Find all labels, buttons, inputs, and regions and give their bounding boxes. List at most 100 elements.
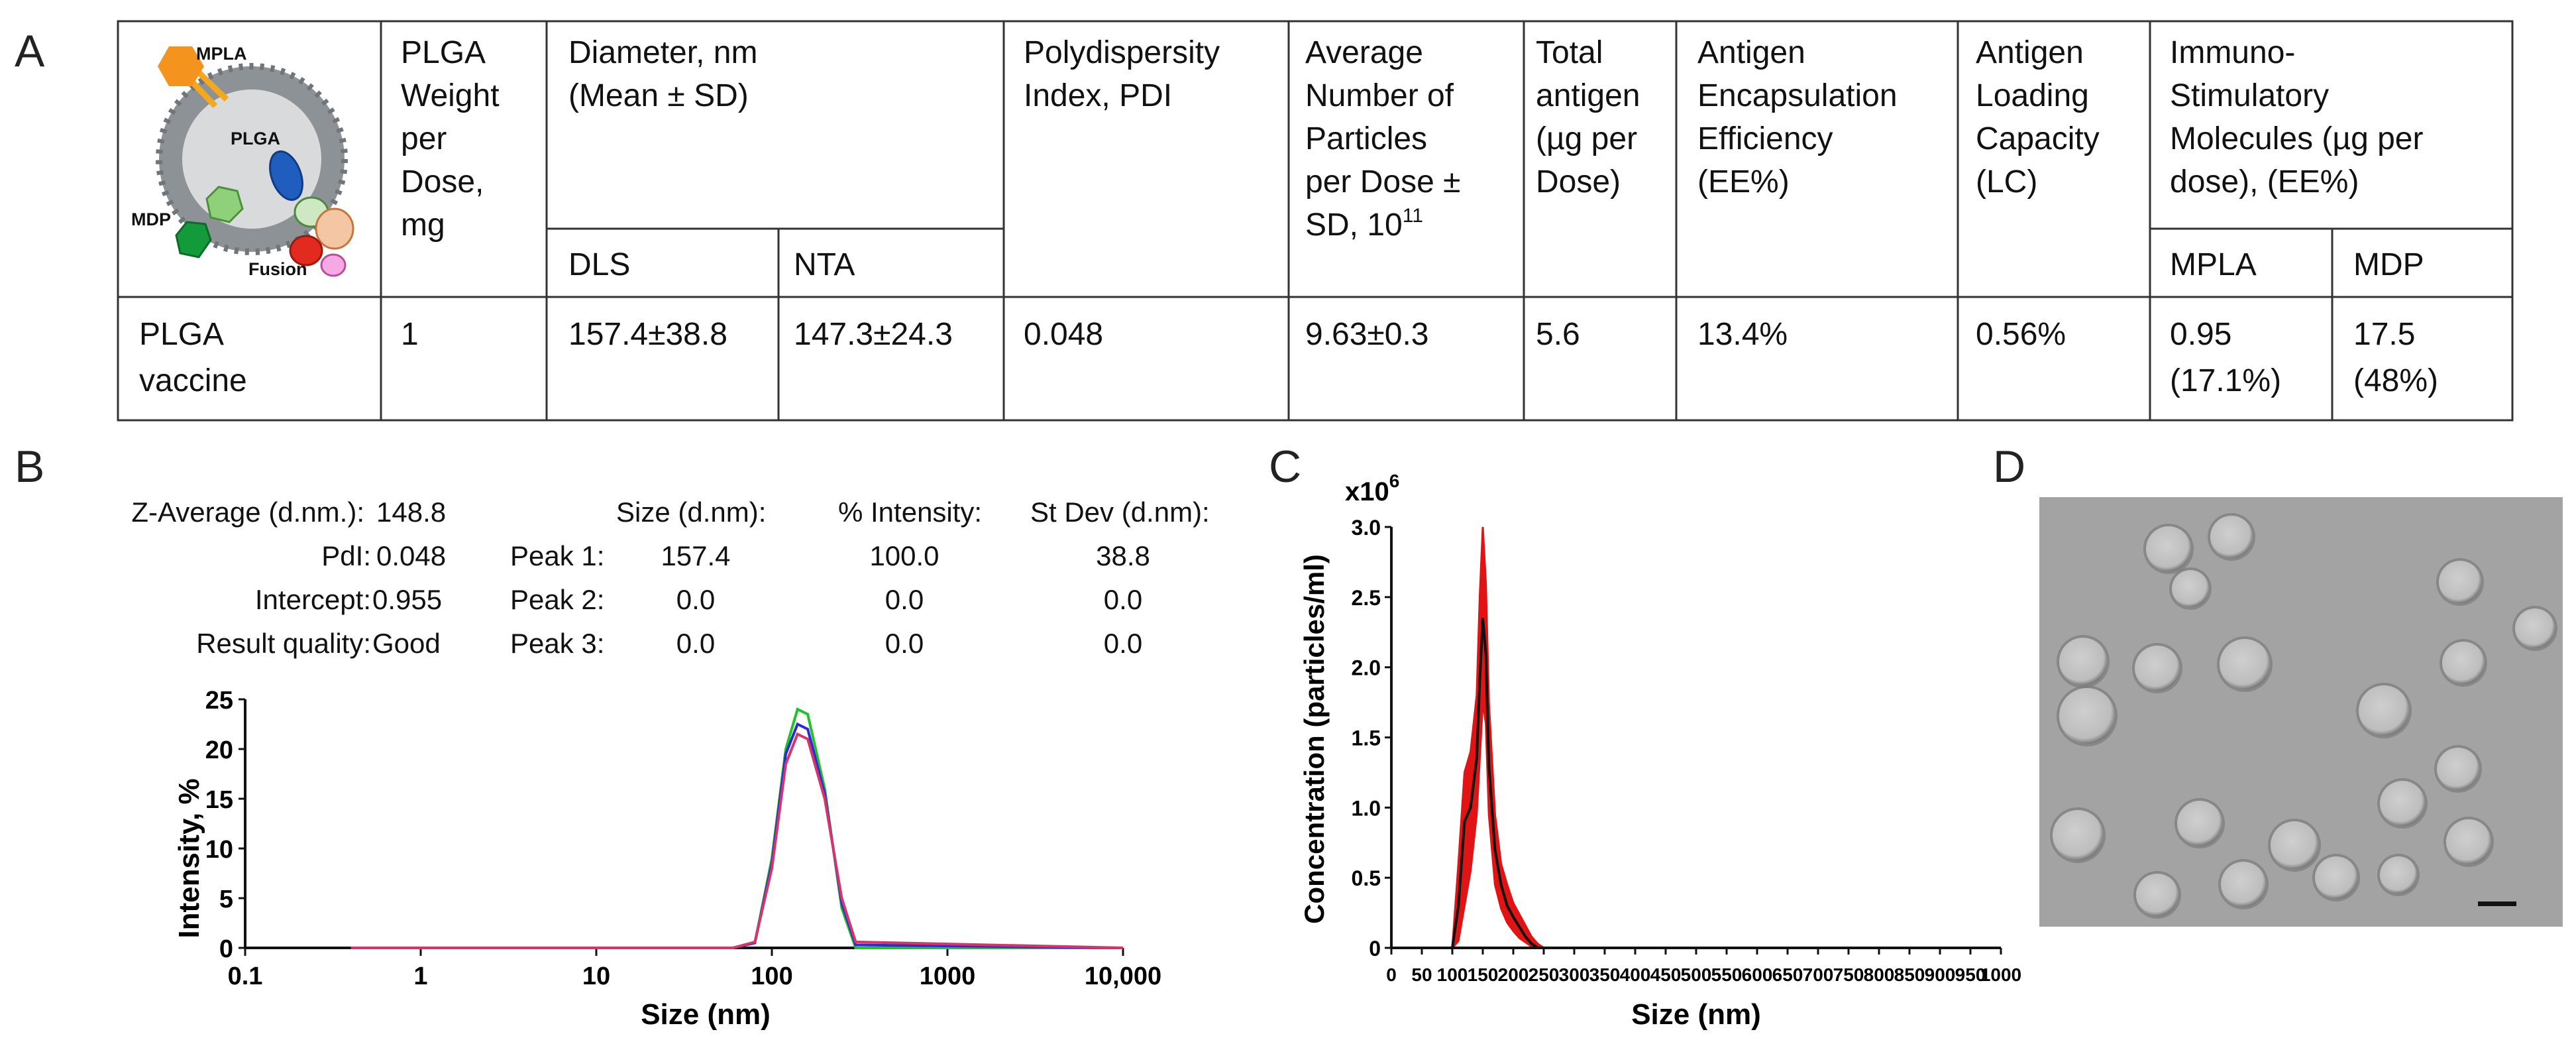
- x-tick-label: 400: [1620, 964, 1651, 985]
- x-tick-label: 1: [413, 962, 427, 990]
- nanoparticle: [2271, 821, 2318, 869]
- col-size-header: Size (d.nm):: [616, 496, 767, 528]
- panel-label-c: C: [1269, 441, 1302, 492]
- x-tick-label: 150: [1468, 964, 1499, 985]
- header-lc-line: Capacity: [1976, 121, 2100, 156]
- header-particles-line: Particles: [1305, 121, 1427, 156]
- table-headers: PLGA Weight per Dose, mg Diameter, nm (M…: [401, 35, 2424, 282]
- header-particles-line: Number of: [1305, 78, 1454, 113]
- intercept-value: 0.955: [372, 584, 443, 615]
- x-tick-label: 0.1: [228, 962, 263, 990]
- y-tick-label: 15: [205, 786, 233, 814]
- y-axis-label: Concentration (particles/ml): [1299, 554, 1330, 924]
- schematic-label-plga: PLGA: [231, 129, 280, 148]
- schematic-label-mdp: MDP: [131, 209, 171, 229]
- z-average-value: 148.8: [376, 496, 447, 528]
- y-axis-label: Intensity, %: [173, 778, 205, 938]
- peak-size: 0.0: [676, 628, 716, 659]
- intercept-label: Intercept:: [254, 584, 371, 615]
- header-diameter-line: Diameter, nm: [568, 35, 757, 70]
- header-particles-line: per Dose ±: [1305, 164, 1460, 200]
- cell-weight: 1: [401, 317, 419, 352]
- header-immuno-line: dose), (EE%): [2170, 164, 2359, 200]
- x-tick-label: 750: [1833, 964, 1864, 985]
- x-tick-label: 300: [1559, 964, 1590, 985]
- cell-mdp-line: 17.5: [2353, 317, 2415, 352]
- pdi-value: 0.048: [376, 540, 447, 571]
- header-pdi-line: Polydispersity: [1024, 35, 1220, 70]
- header-ee-line: Antigen: [1697, 35, 1805, 70]
- x-tick-label: 10: [582, 962, 610, 990]
- col-stdev-header: St Dev (d.nm):: [1030, 496, 1210, 528]
- x-tick-label: 100: [751, 962, 792, 990]
- mpla-molecule-icon: [158, 46, 204, 86]
- peak-stdev: 0.0: [1103, 628, 1143, 659]
- nanoparticle: [2380, 781, 2425, 826]
- header-nta: NTA: [794, 247, 855, 282]
- header-ee-line: Encapsulation: [1697, 78, 1898, 113]
- y-tick-label: 5: [219, 886, 233, 913]
- cell-lc: 0.56%: [1976, 317, 2066, 352]
- header-immuno-line: Molecules (µg per: [2170, 121, 2423, 156]
- header-ee-line: (EE%): [1697, 164, 1790, 200]
- x-tick-label: 550: [1711, 964, 1743, 985]
- panel-label-d: D: [1993, 441, 2026, 492]
- peak-intensity: 0.0: [885, 584, 924, 615]
- y-scale-multiplier: x106: [1345, 471, 1399, 506]
- vaccine-schematic: MPLA PLGA MDP Fusion: [131, 44, 354, 279]
- cell-dls: 157.4±38.8: [568, 317, 727, 352]
- cell-antigen: 5.6: [1536, 317, 1580, 352]
- cell-mdp-line: (48%): [2353, 363, 2438, 398]
- x-tick-label: 100: [1437, 964, 1468, 985]
- x-axis-label: Size (nm): [641, 998, 771, 1031]
- x-tick-label: 1000: [920, 962, 976, 990]
- y-tick-label: 1.5: [1352, 726, 1381, 750]
- header-weight-line: Weight: [401, 78, 500, 113]
- quality-label: Result quality:: [196, 628, 371, 659]
- nanoparticle: [2380, 856, 2417, 894]
- y-tick-label: 0.5: [1352, 866, 1381, 890]
- cell-ee: 13.4%: [1697, 317, 1788, 352]
- peak-size: 0.0: [676, 584, 716, 615]
- header-pdi-line: Index, PDI: [1024, 78, 1172, 113]
- x-tick-label: 0: [1386, 964, 1397, 985]
- x-axis-label: Size (nm): [1631, 998, 1761, 1031]
- y-tick-label: 0: [1369, 937, 1381, 960]
- nanoparticle: [2359, 685, 2409, 736]
- header-weight-line: Dose,: [401, 164, 484, 200]
- x-tick-label: 250: [1529, 964, 1560, 985]
- table-row: PLGA vaccine 1 157.4±38.8 147.3±24.3 0.0…: [139, 317, 2438, 398]
- nanoparticle: [2315, 856, 2357, 899]
- error-band: [1451, 526, 1547, 951]
- cell-pdi: 0.048: [1024, 317, 1103, 352]
- cell-mpla-line: (17.1%): [2170, 363, 2281, 398]
- peak-label: Peak 3:: [510, 628, 605, 659]
- y-tick-label: 0: [219, 935, 233, 963]
- series-line: [350, 732, 1124, 949]
- nanoparticle: [2177, 801, 2222, 846]
- y-tick-label: 3.0: [1352, 516, 1381, 540]
- peak-stdev: 38.8: [1096, 540, 1150, 571]
- x-tick-label: 200: [1498, 964, 1529, 985]
- header-lc-line: (LC): [1976, 164, 2037, 200]
- x-tick-label: 850: [1894, 964, 1925, 985]
- x-tick-label: 700: [1803, 964, 1834, 985]
- y-tick-label: 10: [205, 836, 233, 864]
- y-tick-label: 2.5: [1352, 586, 1381, 610]
- nanoparticle: [2439, 561, 2481, 603]
- peak-label: Peak 1:: [510, 540, 605, 571]
- schematic-label-mpla: MPLA: [196, 44, 247, 64]
- panel-label-b: B: [15, 441, 45, 492]
- nanoparticle: [2059, 638, 2107, 685]
- x-tick-label: 10,000: [1085, 962, 1161, 990]
- scale-bar: [2478, 901, 2516, 906]
- nanoparticle: [2053, 810, 2103, 860]
- nanoparticle: [2136, 874, 2178, 916]
- header-ee-line: Efficiency: [1697, 121, 1833, 156]
- x-tick-label: 1000: [1980, 964, 2021, 985]
- y-tick-label: 2.0: [1352, 656, 1381, 680]
- header-mpla: MPLA: [2170, 247, 2257, 282]
